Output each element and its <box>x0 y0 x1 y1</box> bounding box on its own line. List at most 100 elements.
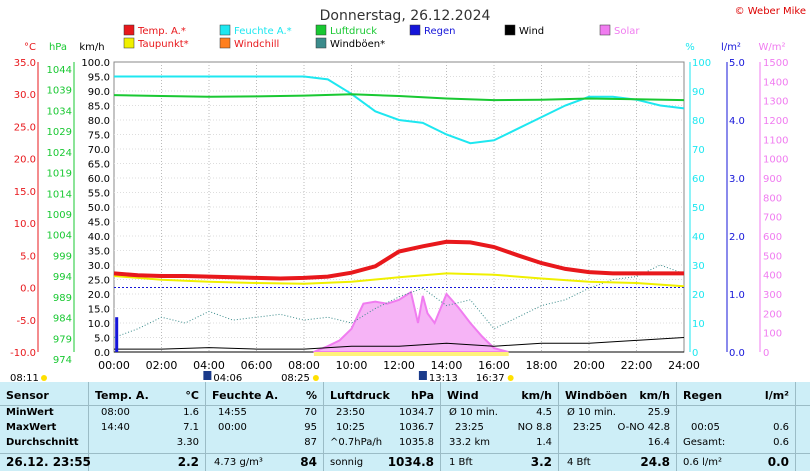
tick-press: 1034 <box>47 106 72 117</box>
moonset-icon <box>418 371 427 380</box>
press-min-value: 1034.7 <box>399 407 434 418</box>
legend-swatch <box>219 24 231 36</box>
rain-max-value: 0.6 <box>773 422 789 433</box>
col-pressure: Luftdruck hPa 23:50 1034.7 10:25 1036.7 … <box>324 382 441 471</box>
tick-wind: 75.0 <box>88 131 110 142</box>
legend-label: Windchill <box>234 39 279 50</box>
hum-min-time: 14:55 <box>218 407 247 418</box>
temp-avg-value: 3.30 <box>176 437 199 448</box>
sun-times-bar: 08:11 04:06 08:25 13:13 16:37 <box>10 352 514 382</box>
tick-temp: 5.0 <box>20 251 36 262</box>
tick-press: 994 <box>53 272 72 283</box>
gust-line <box>113 264 685 338</box>
legend-swatch <box>315 37 327 49</box>
tick-solar: 1000 <box>763 155 788 166</box>
hum-head: Feuchte A. <box>212 389 279 402</box>
press-current-value: 1034.8 <box>387 455 434 469</box>
plot-area <box>113 75 685 353</box>
unit-wind: km/h <box>79 42 104 53</box>
sunrise-time: 08:25 <box>281 373 310 382</box>
tick-press: 1014 <box>47 189 72 200</box>
tick-solar: 1100 <box>763 135 788 146</box>
tick-press: 989 <box>53 293 72 304</box>
legend-label: Wind <box>519 26 544 37</box>
tick-hum: 80 <box>692 116 705 127</box>
tick-wind: 5.0 <box>94 334 110 345</box>
tick-wind: 45.0 <box>88 218 110 229</box>
tick-wind: 95.0 <box>88 73 110 84</box>
tick-press: 1044 <box>47 65 72 76</box>
tick-temp: -10.0 <box>10 348 36 359</box>
tick-wind: 60.0 <box>88 174 110 185</box>
temperature-line <box>113 239 684 281</box>
tick-hum: 60 <box>692 174 705 185</box>
tick-solar: 1400 <box>763 77 788 88</box>
legend-label: Luftdruck <box>330 26 377 37</box>
tick-solar: 400 <box>763 271 782 282</box>
weather-chart: Donnerstag, 26.12.2024 © Weber Mike Temp… <box>10 6 806 382</box>
sunrise-icon <box>312 375 319 381</box>
col-temp: Temp. A. °C 08:00 1.6 14:40 7.1 3.30 2.2 <box>89 382 206 471</box>
tick-x: 14:00 <box>431 359 463 372</box>
row-avg-label: Durchschnitt <box>6 437 79 448</box>
stats-table: Sensor MinWert MaxWert Durchschnitt 26.1… <box>0 382 810 471</box>
tick-solar: 900 <box>763 174 782 185</box>
tick-x: 20:00 <box>573 359 605 372</box>
tick-press: 974 <box>53 355 72 366</box>
legend-swatch <box>123 24 135 36</box>
gust-avg-label: Ø 10 min. <box>567 407 616 418</box>
tick-temp: -5.0 <box>16 316 36 327</box>
rain-total-label: Gesamt: <box>683 437 726 448</box>
tick-wind: 55.0 <box>88 189 110 200</box>
tick-rain: 2.0 <box>729 232 745 243</box>
tick-x: 18:00 <box>526 359 558 372</box>
rain-max-time: 00:05 <box>691 422 720 433</box>
tick-wind: 30.0 <box>88 261 110 272</box>
pressure-line <box>113 93 685 102</box>
tick-hum: 10 <box>692 319 705 330</box>
press-head: Luftdruck <box>330 389 390 402</box>
tick-wind: 0.0 <box>94 348 110 359</box>
wind-avg-label: Ø 10 min. <box>449 407 498 418</box>
legend-label: Temp. A.* <box>137 26 186 37</box>
tick-x: 00:00 <box>98 359 130 372</box>
wind-current-value: 3.2 <box>530 455 552 469</box>
temp-current-value: 2.2 <box>177 455 199 469</box>
unit-solar: W/m² <box>758 42 785 53</box>
tick-x: 02:00 <box>146 359 178 372</box>
col-rain: Regen l/m² 00:05 0.6 Gesamt: 0.6 0.6 l/m… <box>677 382 796 471</box>
gust-max-time: 23:25 <box>573 422 602 433</box>
hum-abs-humidity: 4.73 g/m³ <box>214 457 263 468</box>
wind-daily-avg: 1.4 <box>536 437 552 448</box>
row-min-label: MinWert <box>6 407 54 418</box>
hum-avg-value: 87 <box>304 437 317 448</box>
tick-temp: 35.0 <box>14 58 36 69</box>
tick-press: 1024 <box>47 148 72 159</box>
wind-max-value: NO 8.8 <box>517 422 552 433</box>
tick-press: 999 <box>53 251 72 262</box>
tick-wind: 20.0 <box>88 290 110 301</box>
sunset-time: 16:37 <box>476 373 505 382</box>
rain-head: Regen <box>683 389 723 402</box>
temp-unit: °C <box>185 389 199 402</box>
legend-swatch <box>599 24 611 36</box>
unit-temp: °C <box>24 42 36 53</box>
tick-x: 12:00 <box>383 359 415 372</box>
tick-solar: 0 <box>763 348 769 359</box>
wind-line <box>114 337 685 350</box>
rain-day-sum: 0.6 l/m² <box>683 457 722 468</box>
tick-temp: 30.0 <box>14 90 36 101</box>
gust-max-value: O-NO 42.8 <box>617 422 670 433</box>
tick-press: 1039 <box>47 86 72 97</box>
dewpoint-line <box>113 272 685 288</box>
tick-press: 1029 <box>47 127 72 138</box>
tick-hum: 90 <box>692 87 705 98</box>
press-max-time: 10:25 <box>336 422 365 433</box>
gust-unit: km/h <box>639 389 670 402</box>
tick-solar: 100 <box>763 329 782 340</box>
hum-min-value: 70 <box>304 407 317 418</box>
tick-solar: 1300 <box>763 97 788 108</box>
tick-wind: 100.0 <box>81 58 110 69</box>
gust-head: Windböen <box>565 389 628 402</box>
tick-solar: 700 <box>763 213 782 224</box>
